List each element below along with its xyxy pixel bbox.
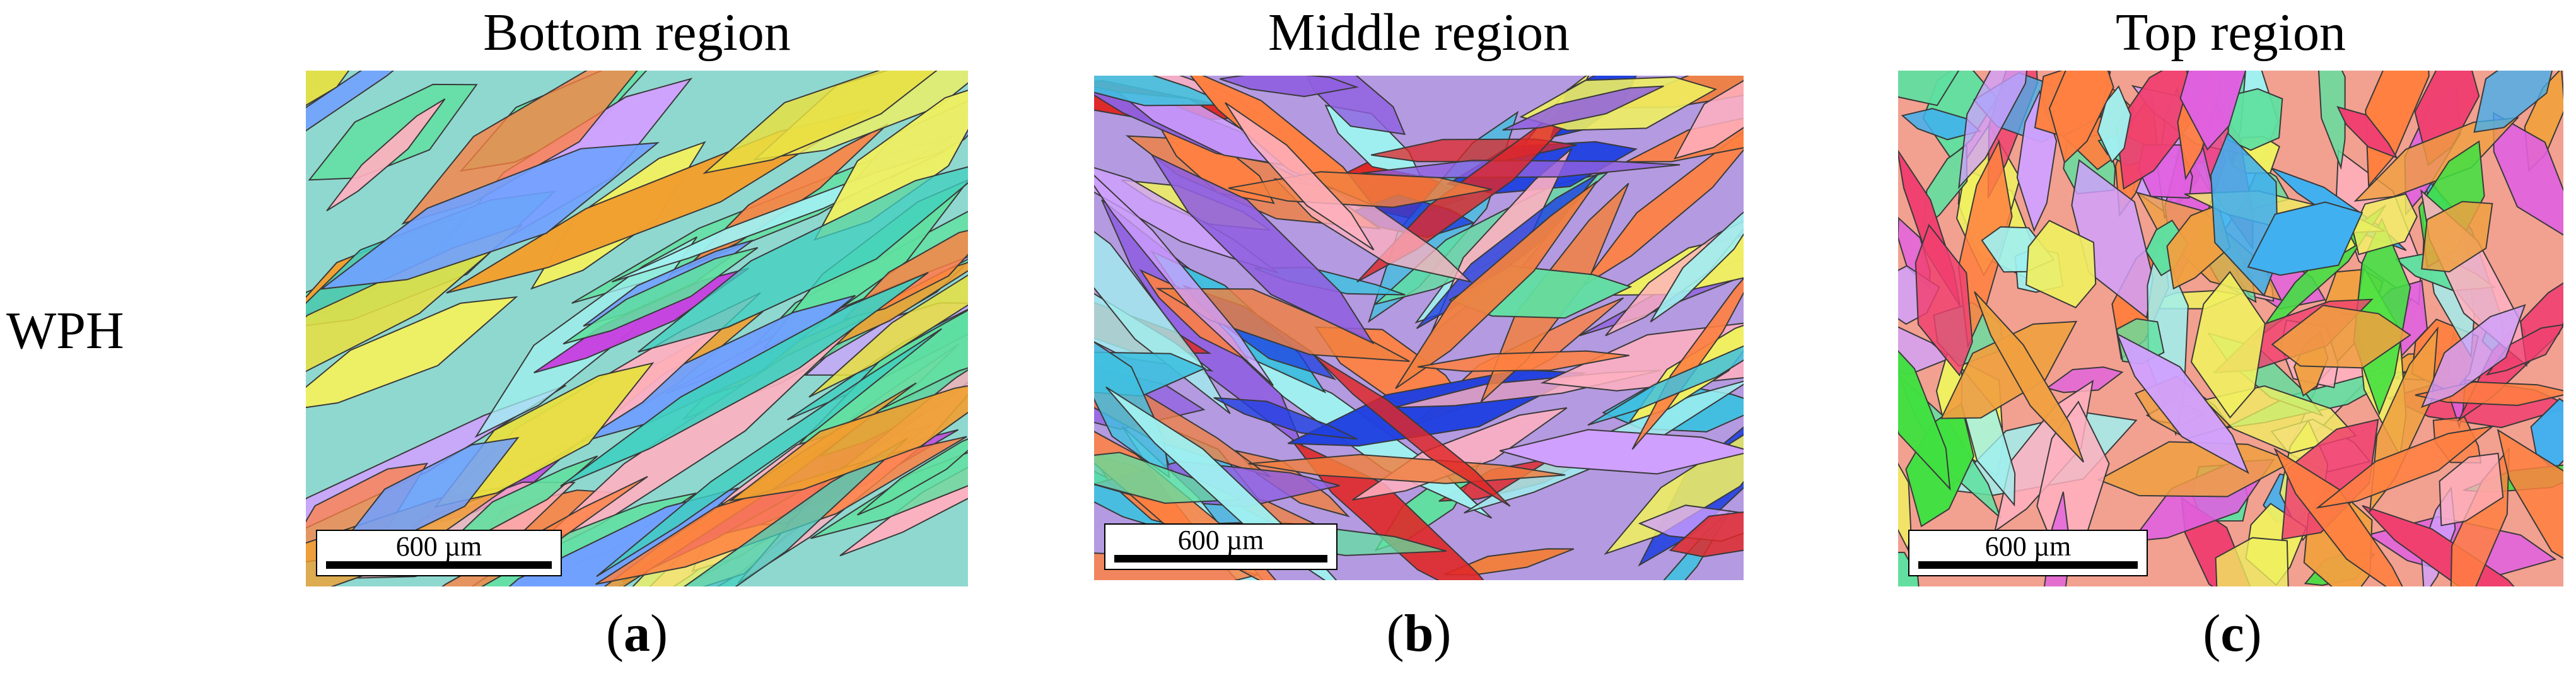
grain (562, 247, 759, 345)
grain (1958, 71, 2027, 189)
grain (1579, 131, 1744, 289)
grain (2247, 201, 2363, 276)
ebsd-map-bottom-region: 600 µm (306, 71, 968, 586)
grain (2317, 71, 2346, 170)
grain (326, 98, 446, 212)
grain (1673, 79, 1744, 160)
scale-bar: 600 µm (316, 530, 562, 576)
grain (808, 274, 968, 398)
grain (306, 71, 395, 132)
grain (2025, 219, 2097, 309)
grain (1502, 85, 1664, 131)
grain (1650, 211, 1744, 323)
panel-title-bottom: Bottom region (483, 3, 791, 62)
grain (2116, 332, 2249, 474)
grain (1898, 462, 1912, 552)
grain (306, 296, 518, 409)
scale-bar-label: 600 µm (395, 531, 482, 562)
grain (2336, 106, 2398, 160)
grain (2215, 537, 2289, 586)
grain (1669, 511, 1744, 557)
scale-bar-label: 600 µm (1984, 531, 2072, 562)
grain-orientation-map (306, 71, 968, 586)
grain-orientation-map (1094, 76, 1744, 580)
grain (2315, 425, 2495, 509)
grain (1150, 153, 1375, 345)
grain (1225, 102, 1375, 251)
grain (1395, 180, 1598, 389)
grain (1940, 320, 2078, 419)
grain (1219, 76, 1359, 98)
panel-caption-b: (b) (1386, 604, 1452, 663)
grain (856, 438, 968, 516)
panel-title-top: Top region (2115, 3, 2346, 62)
grain (2071, 159, 2154, 319)
ebsd-map-middle-region: 600 µm (1094, 76, 1744, 580)
scale-bar-line (1114, 555, 1327, 562)
panel-caption-a: (a) (606, 604, 668, 663)
grain (2365, 71, 2430, 188)
grain (319, 142, 660, 290)
grain (2048, 71, 2114, 164)
scale-bar-label: 600 µm (1177, 525, 1264, 556)
grain (1418, 350, 1629, 372)
grain (1974, 291, 2085, 463)
grain (595, 436, 967, 585)
grain (596, 328, 942, 578)
grain (2179, 71, 2247, 151)
grain (2190, 271, 2266, 419)
grain (2485, 323, 2563, 376)
grain (1312, 353, 1511, 507)
grain (2273, 447, 2403, 586)
grain (1898, 71, 1960, 107)
grain (1094, 174, 1274, 387)
grain (1248, 453, 1566, 484)
grain (638, 166, 968, 353)
scale-bar: 600 µm (1104, 523, 1338, 570)
grain-orientation-map (1898, 71, 2563, 586)
grain (306, 71, 350, 107)
grain (1500, 429, 1744, 475)
grain (2493, 112, 2563, 236)
grain (1898, 350, 1951, 491)
grain (2421, 304, 2526, 409)
grain (1915, 223, 1973, 377)
grain (2439, 452, 2504, 527)
grain (2473, 71, 2553, 133)
grain (702, 71, 938, 174)
panel-caption-c: (c) (2203, 604, 2262, 663)
row-label: WPH (6, 301, 124, 360)
grain (2421, 201, 2493, 273)
ebsd-map-top-region: 600 µm (1898, 71, 2563, 586)
panel-title-middle: Middle region (1268, 3, 1570, 62)
grain (1587, 345, 1744, 426)
grain (728, 385, 968, 502)
grain (560, 272, 929, 487)
scale-bar-line (326, 561, 552, 569)
grain (2497, 428, 2563, 559)
grain (2271, 305, 2411, 369)
scale-bar-line (1918, 561, 2138, 569)
grain (1631, 277, 1744, 450)
scale-bar: 600 µm (1908, 530, 2148, 576)
grain (1213, 397, 1358, 440)
